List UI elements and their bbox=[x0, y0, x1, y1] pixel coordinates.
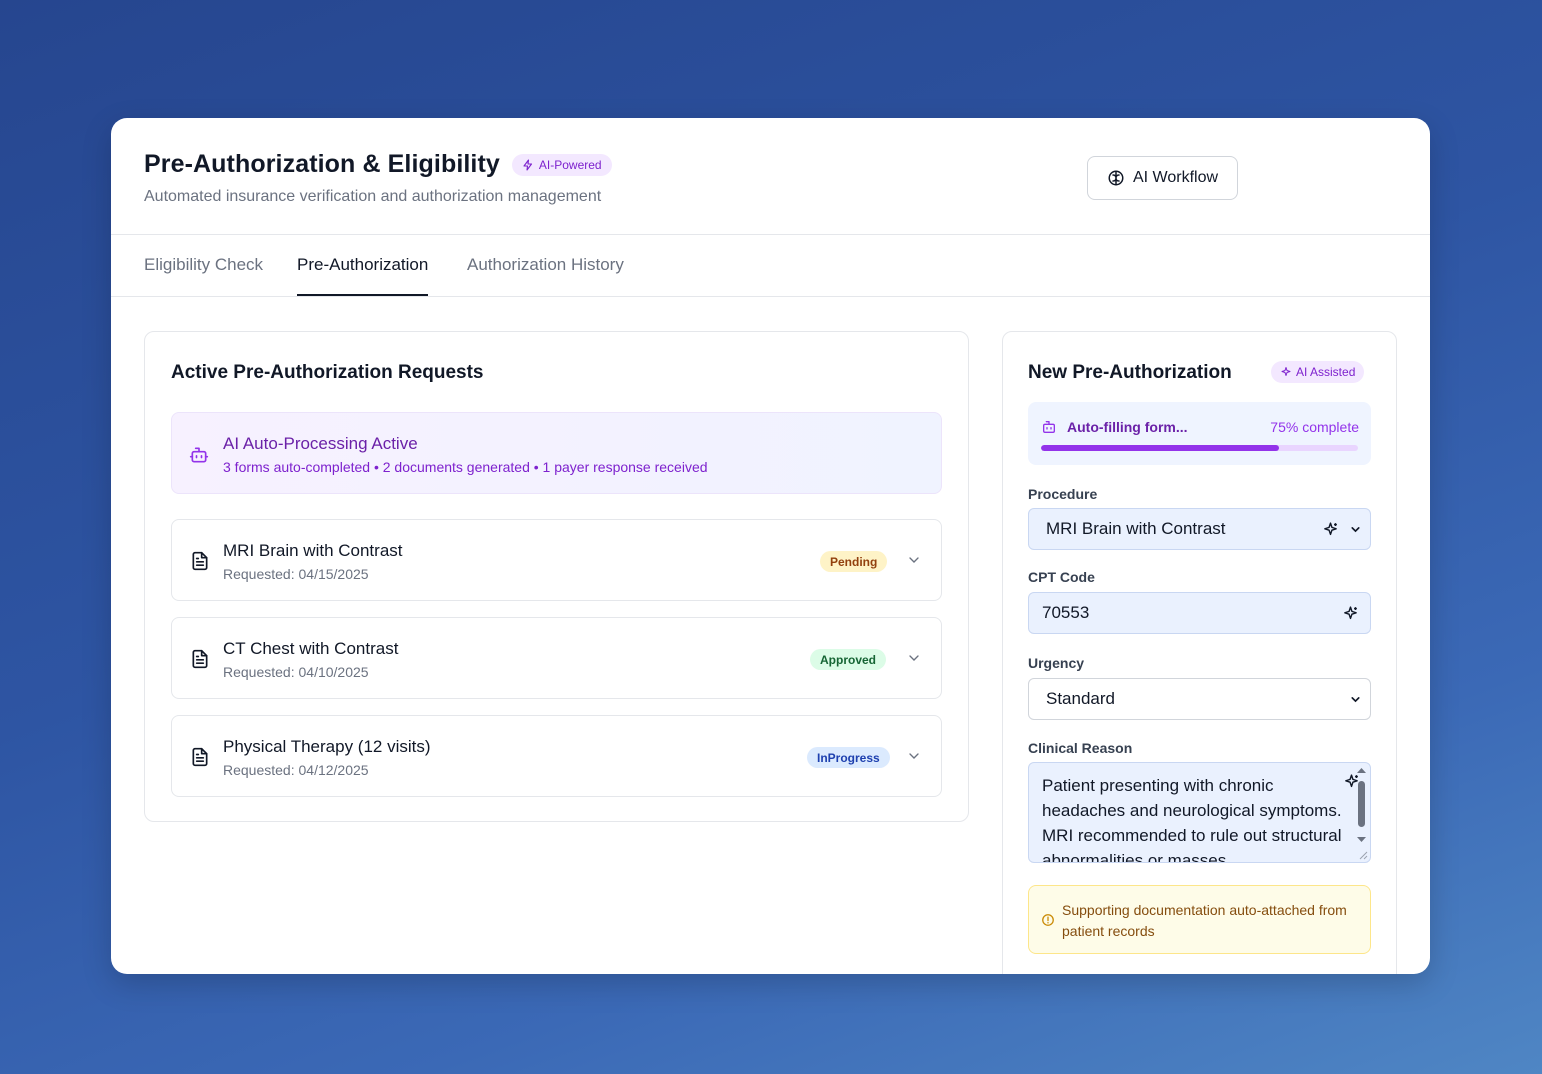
sparkles-icon bbox=[1324, 521, 1337, 535]
urgency-label: Urgency bbox=[1028, 655, 1085, 671]
ai-processing-title: AI Auto-Processing Active bbox=[223, 434, 418, 453]
tab-bar: Eligibility Check Pre-Authorization Auth… bbox=[111, 235, 1430, 297]
file-text-icon bbox=[192, 747, 208, 767]
sparkles-icon bbox=[1345, 774, 1358, 788]
file-text-icon bbox=[192, 551, 208, 571]
procedure-select[interactable]: MRI Brain with Contrast bbox=[1028, 508, 1371, 550]
request-row-mri[interactable]: MRI Brain with Contrast Requested: 04/15… bbox=[171, 519, 942, 601]
zap-icon bbox=[523, 158, 532, 171]
ai-assisted-label: AI Assisted bbox=[1296, 365, 1356, 379]
preauth-card: Pre-Authorization & Eligibility AI-Power… bbox=[111, 118, 1430, 974]
file-text-icon bbox=[192, 649, 208, 669]
title-row: Pre-Authorization & Eligibility AI-Power… bbox=[144, 150, 612, 179]
clinical-reason-value: Patient presenting with chronic headache… bbox=[1042, 776, 1342, 863]
brain-icon bbox=[1108, 170, 1124, 186]
cpt-code-input[interactable]: 70553 bbox=[1028, 592, 1371, 634]
support-docs-text: Supporting documentation auto-attached f… bbox=[1062, 902, 1347, 939]
request-date: Requested: 04/15/2025 bbox=[223, 566, 369, 582]
new-preauth-panel: New Pre-Authorization AI Assisted Auto-f… bbox=[1002, 331, 1397, 974]
urgency-value: Standard bbox=[1046, 689, 1115, 708]
tab-eligibility-check[interactable]: Eligibility Check bbox=[144, 255, 264, 274]
page-subtitle: Automated insurance verification and aut… bbox=[144, 188, 602, 205]
chevron-down-icon[interactable] bbox=[906, 650, 922, 666]
tab-authorization-history[interactable]: Authorization History bbox=[467, 255, 624, 274]
request-date: Requested: 04/12/2025 bbox=[223, 762, 369, 778]
status-badge-approved: Approved bbox=[810, 649, 887, 670]
autofill-progress: Auto-filling form... 75% complete bbox=[1028, 402, 1371, 465]
scroll-down-icon[interactable] bbox=[1357, 836, 1366, 843]
scroll-up-icon[interactable] bbox=[1357, 767, 1366, 774]
ai-processing-summary: 3 forms auto-completed • 2 documents gen… bbox=[223, 459, 708, 475]
active-requests-panel: Active Pre-Authorization Requests AI Aut… bbox=[144, 331, 969, 822]
ai-assisted-badge: AI Assisted bbox=[1271, 361, 1365, 383]
tab-pre-authorization[interactable]: Pre-Authorization bbox=[297, 255, 429, 296]
sparkles-icon bbox=[1281, 367, 1291, 376]
request-date: Requested: 04/10/2025 bbox=[223, 664, 369, 680]
ai-processing-banner: AI Auto-Processing Active 3 forms auto-c… bbox=[171, 412, 942, 494]
resize-handle-icon[interactable] bbox=[1359, 851, 1368, 860]
progress-fill bbox=[1041, 445, 1279, 451]
status-badge-pending: Pending bbox=[820, 551, 888, 572]
sparkles-icon bbox=[1344, 605, 1357, 619]
status-badge-inprogress: InProgress bbox=[807, 747, 890, 768]
ai-powered-badge: AI-Powered bbox=[511, 153, 612, 176]
procedure-label: Procedure bbox=[1028, 486, 1098, 502]
page-title: Pre-Authorization & Eligibility bbox=[144, 150, 500, 178]
ai-powered-label: AI-Powered bbox=[538, 157, 602, 172]
alert-circle-icon bbox=[1042, 914, 1054, 926]
request-name: CT Chest with Contrast bbox=[223, 639, 399, 658]
chevron-down-icon bbox=[1351, 696, 1360, 702]
bot-icon bbox=[1043, 421, 1055, 433]
progress-track bbox=[1041, 445, 1358, 451]
cpt-code-value: 70553 bbox=[1042, 603, 1090, 622]
request-row-pt[interactable]: Physical Therapy (12 visits) Requested: … bbox=[171, 715, 942, 797]
request-name: Physical Therapy (12 visits) bbox=[223, 737, 431, 756]
active-requests-title: Active Pre-Authorization Requests bbox=[171, 362, 484, 383]
bot-icon bbox=[189, 447, 209, 463]
urgency-select[interactable]: Standard bbox=[1028, 678, 1371, 720]
autofill-percent: 75% complete bbox=[1270, 419, 1359, 435]
ai-workflow-button[interactable]: AI Workflow bbox=[1087, 156, 1238, 200]
request-row-ct[interactable]: CT Chest with Contrast Requested: 04/10/… bbox=[171, 617, 942, 699]
ai-workflow-label: AI Workflow bbox=[1132, 169, 1219, 186]
clinical-reason-label: Clinical Reason bbox=[1028, 740, 1133, 756]
request-name: MRI Brain with Contrast bbox=[223, 541, 403, 560]
chevron-down-icon bbox=[1351, 526, 1360, 532]
clinical-reason-textarea[interactable]: Patient presenting with chronic headache… bbox=[1028, 762, 1371, 863]
cpt-code-label: CPT Code bbox=[1028, 569, 1095, 585]
chevron-down-icon[interactable] bbox=[906, 552, 922, 568]
textarea-scrollbar[interactable] bbox=[1356, 767, 1366, 860]
page-header: Pre-Authorization & Eligibility AI-Power… bbox=[111, 118, 1430, 235]
scrollbar-thumb[interactable] bbox=[1358, 781, 1365, 827]
support-docs-notice: Supporting documentation auto-attached f… bbox=[1028, 885, 1371, 954]
new-preauth-title: New Pre-Authorization bbox=[1028, 362, 1232, 383]
procedure-value: MRI Brain with Contrast bbox=[1046, 519, 1226, 538]
autofill-label: Auto-filling form... bbox=[1067, 419, 1188, 435]
chevron-down-icon[interactable] bbox=[906, 748, 922, 764]
